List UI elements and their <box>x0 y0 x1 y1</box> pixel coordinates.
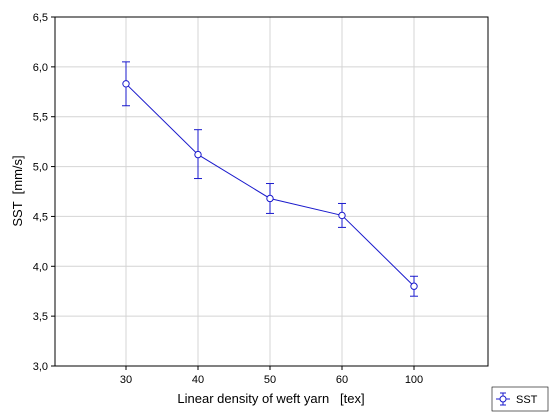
data-point <box>122 80 130 88</box>
grid-lines <box>55 17 488 366</box>
y-axis-label: SST [mm/s] <box>10 155 25 226</box>
y-axis-ticks: 3,0 3,5 4,0 4,5 5,0 5,5 6,0 6,5 <box>33 12 55 373</box>
y-tick-label: 3,0 <box>33 361 48 373</box>
x-tick-label: 50 <box>264 374 276 386</box>
y-tick-label: 6,5 <box>33 12 48 24</box>
y-tick-label: 5,0 <box>33 162 48 174</box>
x-tick-label: 60 <box>336 374 348 386</box>
x-tick-label: 40 <box>192 374 204 386</box>
legend-label: SST <box>516 394 538 406</box>
x-tick-label: 100 <box>405 374 423 386</box>
y-tick-label: 4,0 <box>33 261 48 273</box>
y-tick-label: 4,5 <box>33 211 48 223</box>
y-tick-label: 3,5 <box>33 311 48 323</box>
data-point <box>266 194 274 203</box>
plot-frame <box>54 16 489 367</box>
y-tick-label: 5,5 <box>33 112 48 124</box>
data-point <box>194 150 202 159</box>
x-tick-label: 30 <box>120 374 132 386</box>
data-point <box>338 211 346 220</box>
x-axis-label: Linear density of weft yarn [tex] <box>177 391 364 406</box>
legend: SST <box>491 386 549 412</box>
data-point <box>410 282 418 290</box>
series-sst <box>122 61 418 297</box>
x-axis-ticks: 30 40 50 60 100 <box>120 366 423 386</box>
y-tick-label: 6,0 <box>33 62 48 74</box>
legend-marker <box>499 395 507 403</box>
